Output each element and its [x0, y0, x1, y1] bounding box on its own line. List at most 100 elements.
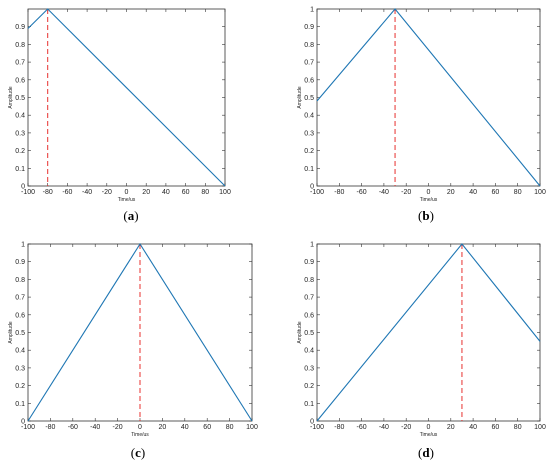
chart-panel-1: -100 -80 -60 -40 -20 0 20 40 60 80 100 0 0.1 0.2 0.3 0.…: [8, 8, 231, 223]
x-tick-label: -40: [379, 424, 389, 431]
amplitude-series-line: [27, 242, 253, 422]
x-axis-label: Time/us: [420, 197, 438, 203]
x-tick-label: 0: [427, 424, 431, 431]
x-tick-label: 40: [469, 189, 477, 196]
y-tick-label: 0.5: [15, 95, 25, 102]
amplitude-series-line: [27, 8, 226, 187]
y-tick-label: 0: [21, 184, 25, 191]
x-tick-label: -20: [401, 189, 411, 196]
y-tick-label: 0.8: [304, 42, 314, 49]
x-tick-label: 20: [447, 424, 455, 431]
x-tick-label: 0: [427, 189, 431, 196]
x-tick-label: 60: [492, 424, 500, 431]
panel-label-open-paren: (: [131, 445, 135, 460]
panel-label-open-paren: (: [123, 208, 127, 223]
y-tick-label: 0.8: [15, 42, 25, 49]
y-tick-label: 0.4: [304, 348, 314, 355]
y-tick-label: 0.3: [15, 130, 25, 137]
panel-label-open-paren: (: [418, 208, 422, 223]
x-axis-label: Time/us: [131, 432, 149, 438]
y-tick-label: 0.9: [15, 259, 25, 266]
plot-frame: [316, 243, 541, 422]
y-tick-label: 0.4: [304, 113, 314, 120]
x-tick-label: 40: [162, 189, 170, 196]
panel-label: (b): [418, 208, 434, 223]
y-tick-label: 0.7: [304, 295, 314, 302]
y-axis-label: Amplitude: [297, 321, 303, 343]
x-tick-label: 80: [514, 189, 522, 196]
panel-label-close-paren: ): [134, 208, 138, 223]
y-axis-label: Amplitude: [297, 86, 303, 108]
x-tick-label: 80: [514, 424, 522, 431]
panel-label-letter: c: [135, 445, 141, 460]
y-tick-label: 0.9: [304, 259, 314, 266]
x-tick-label: 20: [142, 189, 150, 196]
y-tick-label: 0.1: [15, 401, 25, 408]
y-tick-label: 0.2: [15, 148, 25, 155]
x-tick-label: 0: [138, 424, 142, 431]
panel-label-close-paren: ): [430, 208, 434, 223]
x-tick-label: 80: [201, 189, 209, 196]
y-tick-label: 0.9: [15, 24, 25, 31]
y-tick-label: 0.5: [304, 330, 314, 337]
x-tick-label: -40: [90, 424, 100, 431]
x-tick-label: 60: [203, 424, 211, 431]
x-tick-label: -60: [62, 189, 72, 196]
x-tick-label: -40: [379, 189, 389, 196]
panel-label: (d): [418, 445, 434, 460]
y-tick-label: 0.6: [304, 77, 314, 84]
x-axis-label: Time/us: [420, 432, 438, 438]
x-tick-label: -100: [310, 189, 324, 196]
y-tick-label: 0.6: [15, 312, 25, 319]
y-tick-label: 0.5: [15, 330, 25, 337]
y-tick-label: 0.8: [304, 277, 314, 284]
x-tick-label: -60: [357, 189, 367, 196]
x-tick-label: -100: [310, 424, 324, 431]
x-tick-label: -80: [334, 189, 344, 196]
plot-frame: [27, 8, 226, 187]
x-tick-label: -100: [21, 189, 35, 196]
x-tick-label: 100: [534, 424, 546, 431]
y-tick-label: 0.2: [15, 383, 25, 390]
y-tick-label: 0.1: [304, 401, 314, 408]
y-tick-label: 0.1: [304, 166, 314, 173]
x-tick-label: -60: [68, 424, 78, 431]
y-tick-label: 0.2: [304, 383, 314, 390]
x-tick-label: -80: [334, 424, 344, 431]
y-axis-label: Amplitude: [8, 321, 14, 343]
y-tick-label: 0.7: [15, 60, 25, 67]
y-axis-label: Amplitude: [8, 86, 14, 108]
x-axis-label: Time/us: [118, 197, 136, 203]
y-tick-label: 0.8: [15, 277, 25, 284]
y-tick-label: 0.5: [304, 95, 314, 102]
y-tick-label: 0.9: [304, 24, 314, 31]
panel-label-open-paren: (: [418, 445, 422, 460]
amplitude-series-line: [316, 243, 541, 422]
x-tick-label: 60: [182, 189, 190, 196]
y-tick-label: 1: [310, 242, 314, 249]
y-tick-label: 0.3: [304, 365, 314, 372]
chart-panel-4: -100 -80 -60 -40 -20 0 20 40 60 80 100 0 0.1 0.2 0.3 0.…: [297, 242, 546, 461]
x-tick-label: 80: [226, 424, 234, 431]
x-tick-label: -80: [43, 189, 53, 196]
y-tick-label: 1: [21, 242, 25, 249]
x-tick-label: -80: [45, 424, 55, 431]
x-tick-label: -100: [21, 424, 35, 431]
panel-label: (a): [123, 208, 138, 223]
amplitude-series-line: [316, 8, 541, 187]
y-tick-label: 0: [21, 419, 25, 426]
panel-label-close-paren: ): [430, 445, 434, 460]
panel-label-close-paren: ): [141, 445, 145, 460]
y-tick-label: 0.7: [304, 60, 314, 67]
y-tick-label: 1: [310, 7, 314, 14]
chart-panel-3: -100 -80 -60 -40 -20 0 20 40 60 80 100 0 0.1 0.2 0.3 0.…: [8, 242, 258, 461]
panel-label-letter: b: [422, 208, 429, 223]
x-tick-label: -20: [401, 424, 411, 431]
y-tick-label: 0.3: [15, 365, 25, 372]
plot-frame: [316, 8, 541, 187]
x-tick-label: 20: [159, 424, 167, 431]
x-tick-label: -60: [357, 424, 367, 431]
x-tick-label: 60: [492, 189, 500, 196]
x-tick-label: -40: [82, 189, 92, 196]
